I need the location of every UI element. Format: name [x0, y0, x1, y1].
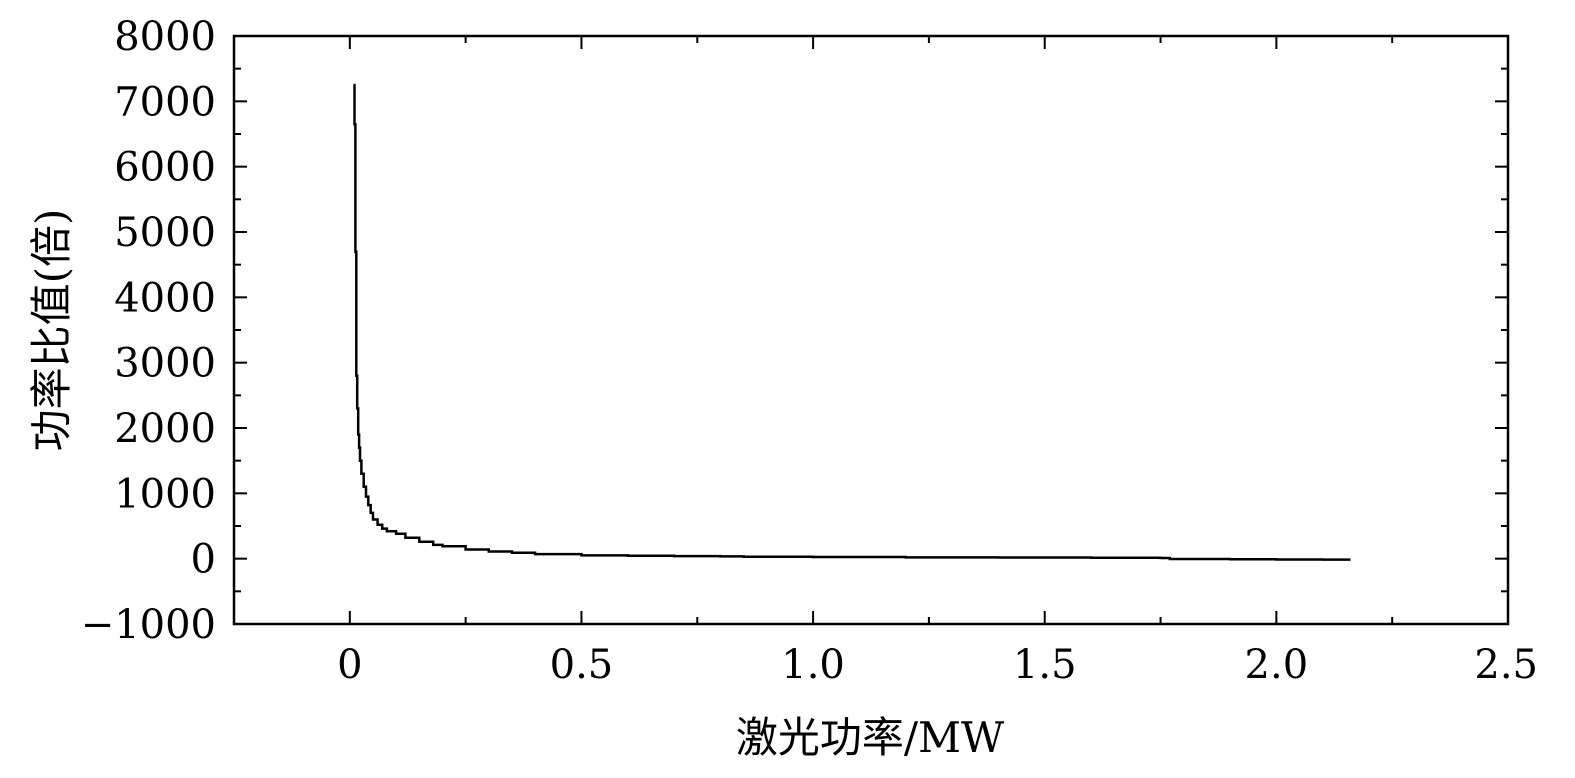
x-tick-label: 1.0: [781, 642, 845, 688]
y-tick-label: 0: [191, 537, 216, 583]
y-tick-label: 6000: [114, 145, 216, 191]
x-tick-label: 0: [337, 642, 362, 688]
y-axis-title: 功率比值(倍): [27, 209, 76, 452]
x-tick-label: 0.5: [550, 642, 614, 688]
y-axis-ticks: −1000 0 1000 2000 3000 4000 5000 6000 7000 8000: [81, 14, 1508, 648]
y-tick-label: −1000: [81, 602, 216, 648]
plot-frame: [232, 34, 1510, 626]
y-tick-label: 7000: [114, 79, 216, 125]
y-tick-label: 8000: [114, 14, 216, 60]
x-tick-label: 2.0: [1245, 642, 1309, 688]
y-tick-label: 2000: [114, 406, 216, 452]
y-tick-label: 1000: [114, 471, 216, 517]
y-tick-label: 4000: [114, 275, 216, 321]
series-line: [353, 83, 1351, 561]
y-tick-label: 3000: [114, 341, 216, 387]
x-tick-label: 1.5: [1013, 642, 1077, 688]
x-tick-label: 2.5: [1474, 642, 1538, 688]
x-axis-title: 激光功率/MW: [736, 713, 1005, 762]
x-axis-ticks: 0 0.5 1.0 1.5 2.0 2.5: [337, 36, 1538, 688]
y-tick-label: 5000: [114, 210, 216, 256]
